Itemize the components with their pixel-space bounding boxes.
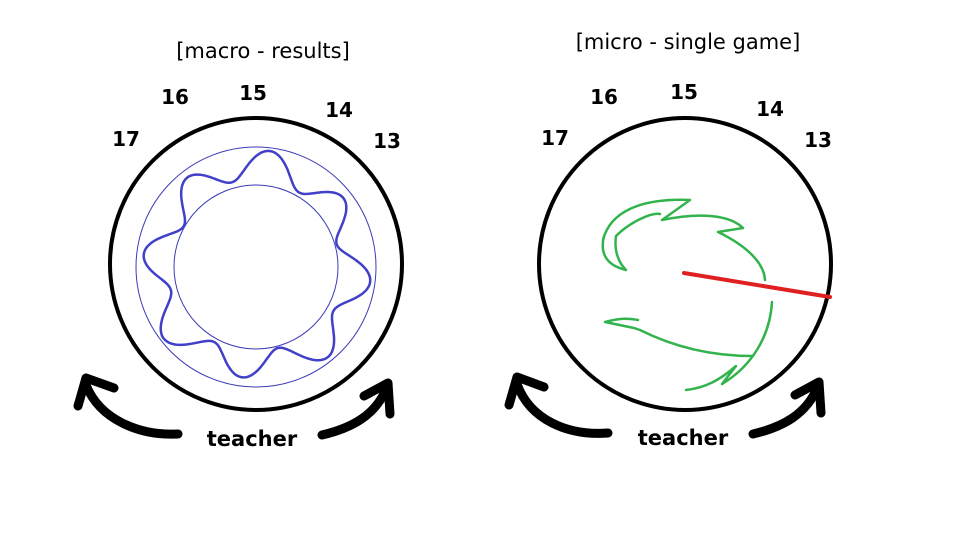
macro-seat-13: 13 — [373, 129, 401, 153]
micro-teacher-label: teacher — [638, 426, 729, 450]
macro-band-inner-circle — [173, 184, 339, 350]
micro-swirl — [601, 198, 774, 392]
micro-seat-13: 13 — [804, 128, 832, 152]
macro-right-arrowhead — [359, 378, 395, 419]
micro-swirl-arm-bottom — [603, 317, 754, 358]
micro-seat-14: 14 — [756, 97, 784, 121]
macro-panel: [macro - results] 17 16 15 14 13 teacher — [73, 39, 404, 451]
macro-seat-16: 16 — [161, 85, 189, 109]
macro-teacher-label: teacher — [207, 427, 298, 451]
macro-wavy-line — [142, 149, 372, 379]
macro-left-arrowhead — [73, 373, 119, 411]
macro-title: [macro - results] — [176, 39, 350, 63]
micro-outer-circle — [537, 116, 833, 412]
micro-swirl-arm-top — [601, 198, 767, 282]
micro-right-arrowhead — [790, 377, 826, 418]
micro-pointer-line — [682, 271, 832, 299]
macro-outer-circle — [108, 116, 404, 412]
micro-panel: [micro - single game] 17 16 15 14 13 tea… — [504, 30, 833, 450]
micro-right-arrow — [748, 381, 823, 439]
micro-swirl-arm-left — [601, 212, 662, 272]
macro-right-arrow — [317, 382, 392, 440]
micro-seat-16: 16 — [590, 85, 618, 109]
macro-seat-17: 17 — [112, 127, 140, 151]
micro-swirl-arm-right — [684, 300, 774, 392]
micro-title: [micro - single game] — [576, 30, 801, 54]
macro-seat-15: 15 — [239, 81, 267, 105]
macro-band-outer-circle — [135, 146, 377, 388]
macro-left-arrow — [81, 380, 183, 439]
micro-seat-15: 15 — [670, 80, 698, 104]
micro-seat-17: 17 — [541, 126, 569, 150]
micro-left-arrowhead — [504, 372, 549, 410]
micro-left-arrow — [512, 379, 613, 438]
macro-seat-14: 14 — [325, 98, 353, 122]
